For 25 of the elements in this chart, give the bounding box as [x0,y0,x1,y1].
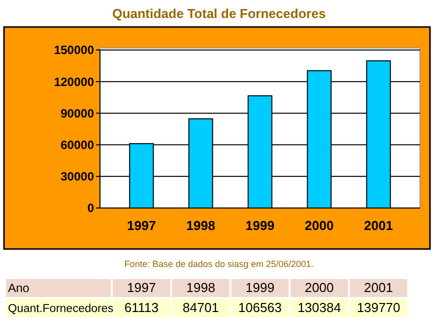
text: Ano [8,281,30,295]
data-label: 84701 [182,300,219,315]
y-tick-label: 120000 [54,74,94,89]
x-tick-label: 2001 [364,218,393,233]
y-tick-label: 60000 [60,138,94,152]
y-tick-label: 0 [87,201,94,216]
data-label: 139770 [356,300,400,315]
category-label: 1999 [246,280,274,295]
x-tick-label: 1999 [246,218,274,233]
category-label: 2001 [364,280,393,295]
data-label: 61113 [124,300,159,315]
x-tick-label: 1998 [186,218,216,233]
x-tick-label: 2000 [304,218,334,233]
x-tick-label: 1997 [127,218,156,233]
data-label: 130384 [298,300,341,315]
data-label: 106563 [238,300,282,315]
category-label: 1997 [127,280,156,295]
source-note: Fonte: Base de dados do siasg em 25/06/2001. [124,259,314,269]
chart-title: Quantidade Total de Fornecedores [112,6,326,21]
y-tick-label: 30000 [60,170,94,184]
y-tick-label: 90000 [60,106,94,120]
text: Quant.Fornecedores [8,303,114,315]
category-label: 2000 [304,280,334,295]
category-label: 1998 [186,280,216,295]
y-tick-label: 150000 [54,43,94,58]
